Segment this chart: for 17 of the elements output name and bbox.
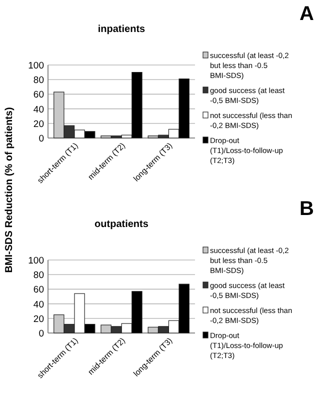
y-tick-label: 20 — [33, 314, 44, 325]
y-tick-label: 60 — [33, 90, 44, 101]
y-tick-label: 100 — [28, 60, 44, 72]
y-tick-label: 40 — [33, 299, 44, 310]
y-tick-label: 0 — [38, 328, 44, 340]
chart-title: outpatients — [94, 219, 149, 230]
y-tick-label: 20 — [33, 118, 44, 130]
y-tick-label: 60 — [33, 284, 44, 296]
y-tick-label: 0 — [38, 134, 44, 144]
y-tick-label: 80 — [33, 75, 44, 86]
y-tick-label: 80 — [33, 270, 44, 282]
y-axis-title: BMI-SDS Reduction (% of patients) — [4, 107, 15, 273]
text: B — [300, 198, 314, 220]
chart-title: inpatients — [98, 24, 146, 35]
y-tick-label: 40 — [33, 104, 44, 116]
y-tick-label: 100 — [28, 256, 44, 266]
text: A — [300, 3, 314, 25]
